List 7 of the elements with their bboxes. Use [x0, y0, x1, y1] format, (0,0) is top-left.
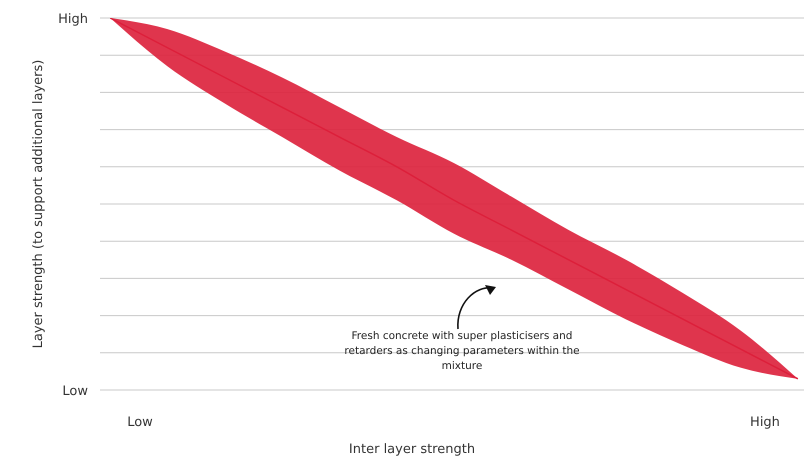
y-axis-title: Layer strength (to support additional layers) [31, 60, 46, 348]
text: High [58, 12, 88, 27]
text: Low [62, 384, 88, 399]
text: High [750, 415, 780, 430]
text: Low [127, 415, 154, 430]
x-axis-title: Inter layer strength [348, 442, 476, 457]
annotation: Fresh concrete with super plasticisers and retarders as changing parameters within the mixture [344, 330, 580, 372]
